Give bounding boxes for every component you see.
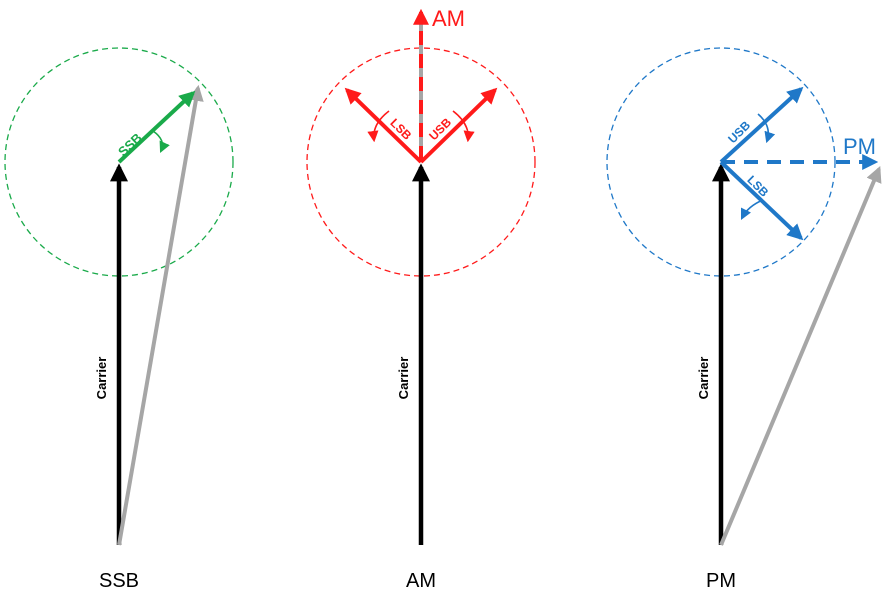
pm-result-label: PM [843,134,876,159]
pm-usb-arrow [719,86,804,164]
am-title: AM [406,570,436,592]
am-usb-arrow [419,87,498,164]
pm-carrier-label: Carrier [696,357,711,400]
pm-resultant-arrow [719,166,882,546]
am-usb-rotation-arrow [452,110,475,143]
am-result-label: AM [432,6,465,31]
ssb-panel: SSB Carrier SSB [4,47,234,592]
am-lsb-arrow [344,87,423,164]
am-carrier-label: Carrier [396,357,411,400]
am-lsb-label: LSB [387,116,414,143]
am-panel: LSB USB AM Carrier AM [306,6,536,592]
pm-lsb-label: LSB [744,173,771,200]
ssb-rotation-arrow [152,130,170,154]
pm-usb-label: USB [725,118,753,146]
pm-panel: USB LSB PM Carrier PM [606,47,882,592]
am-sideband-circle [306,47,536,277]
pm-sideband-circle [606,47,836,277]
ssb-resultant-arrow [117,84,204,546]
ssb-title: SSB [99,570,139,592]
pm-usb-rotation-arrow [757,113,776,144]
pm-title: PM [706,570,736,592]
ssb-sideband-arrow [117,90,196,164]
ssb-sideband-label: SSB [115,130,145,159]
ssb-carrier-label: Carrier [94,357,109,400]
ssb-sideband-circle [4,47,234,277]
am-usb-label: USB [426,115,454,143]
pm-lsb-rotation-arrow [740,199,764,221]
am-lsb-rotation-arrow [367,110,390,143]
